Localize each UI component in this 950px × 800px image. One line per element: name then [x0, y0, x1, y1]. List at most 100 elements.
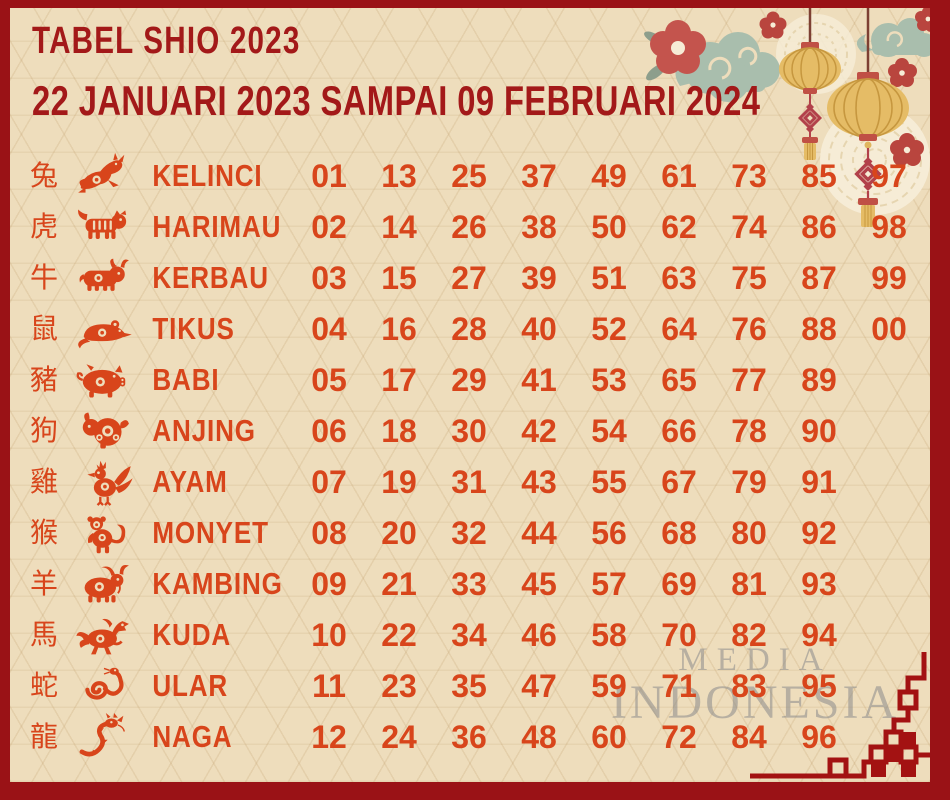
dog-icon — [64, 407, 144, 455]
zodiac-name-text: HARIMAU — [152, 209, 282, 244]
shio-number: 24 — [381, 718, 417, 755]
shio-number: 66 — [661, 412, 697, 449]
shio-number: 52 — [591, 310, 627, 347]
shio-table: 兔 KELINCI 01 13 25 37 49 61 73 85 97 虎 HARIMAU 02 14 26… — [10, 150, 930, 762]
shio-number: 61 — [661, 157, 697, 194]
shio-number: 13 — [381, 157, 417, 194]
shio-number: 00 — [871, 310, 907, 347]
shio-number: 68 — [661, 514, 697, 551]
shio-number: 06 — [311, 412, 347, 449]
zodiac-name-text: KUDA — [152, 617, 231, 652]
shio-number: 27 — [451, 259, 487, 296]
shio-number: 96 — [801, 718, 837, 755]
zodiac-hanzi: 雞 — [29, 464, 58, 498]
chinese-knot-icon — [854, 157, 882, 191]
small-flower-icon — [888, 58, 917, 87]
shio-number: 26 — [451, 208, 487, 245]
zodiac-name-text: MONYET — [152, 515, 269, 550]
shio-number: 79 — [731, 463, 767, 500]
shio-number: 30 — [451, 412, 487, 449]
shio-number: 75 — [731, 259, 767, 296]
table-row: 羊 KAMBING 09 21 33 45 57 69 81 93 — [10, 558, 930, 609]
shio-number: 53 — [591, 361, 627, 398]
zodiac-name: KAMBING — [144, 568, 294, 599]
shio-number: 94 — [801, 616, 837, 653]
zodiac-name: AYAM — [144, 466, 294, 497]
shio-number: 07 — [311, 463, 347, 500]
shio-number: 44 — [521, 514, 557, 551]
shio-number: 51 — [591, 259, 627, 296]
goat-icon — [64, 560, 144, 608]
shio-number: 92 — [801, 514, 837, 551]
shio-number: 82 — [731, 616, 767, 653]
zodiac-hanzi: 兔 — [29, 158, 58, 192]
shio-number: 57 — [591, 565, 627, 602]
shio-number: 16 — [381, 310, 417, 347]
shio-number: 89 — [801, 361, 837, 398]
shio-number: 08 — [311, 514, 347, 551]
media-indonesia-watermark: MEDIA INDONESIA — [595, 644, 915, 727]
shio-number: 31 — [451, 463, 487, 500]
page-title: TABEL SHIO 2023 — [32, 22, 376, 60]
table-row: 猴 MONYET 08 20 32 44 56 68 80 92 — [10, 507, 930, 558]
shio-number: 78 — [731, 412, 767, 449]
shio-number: 73 — [731, 157, 767, 194]
shio-number: 67 — [661, 463, 697, 500]
shio-number: 20 — [381, 514, 417, 551]
shio-number: 12 — [311, 718, 347, 755]
shio-number: 23 — [381, 667, 417, 704]
zodiac-name: KELINCI — [144, 160, 294, 191]
shio-number: 37 — [521, 157, 557, 194]
zodiac-hanzi: 鼠 — [29, 311, 58, 345]
horse-icon — [64, 611, 144, 659]
shio-number: 36 — [451, 718, 487, 755]
table-row: 虎 HARIMAU 02 14 26 38 50 62 74 86 98 — [10, 201, 930, 252]
shio-number: 04 — [311, 310, 347, 347]
shio-number: 34 — [451, 616, 487, 653]
shio-number: 14 — [381, 208, 417, 245]
shio-number: 76 — [731, 310, 767, 347]
table-row: 牛 KERBAU 03 15 27 39 51 63 75 87 99 — [10, 252, 930, 303]
zodiac-name: KUDA — [144, 619, 294, 650]
shio-number: 56 — [591, 514, 627, 551]
zodiac-name-text: NAGA — [152, 719, 233, 754]
zodiac-name: TIKUS — [144, 313, 294, 344]
shio-number: 55 — [591, 463, 627, 500]
table-row: 馬 KUDA 10 22 34 46 58 70 82 94 — [10, 609, 930, 660]
lantern-icon — [827, 72, 909, 227]
shio-number: 62 — [661, 208, 697, 245]
shio-number: 47 — [521, 667, 557, 704]
tiger-icon — [64, 203, 144, 251]
shio-number: 09 — [311, 565, 347, 602]
zodiac-name: NAGA — [144, 721, 294, 752]
shio-number: 46 — [521, 616, 557, 653]
zodiac-hanzi: 牛 — [29, 260, 58, 294]
table-row: 狗 ANJING 06 18 30 42 54 66 78 90 — [10, 405, 930, 456]
shio-number: 64 — [661, 310, 697, 347]
dragon-icon — [64, 712, 144, 761]
small-flower-icon — [759, 11, 787, 39]
shio-number: 49 — [591, 157, 627, 194]
shio-number: 72 — [661, 718, 697, 755]
shio-number: 50 — [591, 208, 627, 245]
shio-number: 17 — [381, 361, 417, 398]
shio-number: 54 — [591, 412, 627, 449]
zodiac-name: KERBAU — [144, 262, 294, 293]
shio-number: 81 — [731, 565, 767, 602]
shio-number: 80 — [731, 514, 767, 551]
lantern-icon — [779, 42, 841, 160]
shio-number: 69 — [661, 565, 697, 602]
zodiac-name-text: BABI — [152, 362, 220, 397]
shio-number: 63 — [661, 259, 697, 296]
table-row: 兔 KELINCI 01 13 25 37 49 61 73 85 97 — [10, 150, 930, 201]
shio-number: 41 — [521, 361, 557, 398]
shio-number: 95 — [801, 667, 837, 704]
shio-number: 43 — [521, 463, 557, 500]
date-range-text: 22 JANUARI 2023 SAMPAI 09 FEBRUARI 2024 — [32, 77, 761, 124]
watermark-line2: INDONESIA — [610, 676, 900, 729]
rabbit-icon — [64, 152, 144, 200]
zodiac-name-text: ULAR — [152, 668, 229, 703]
zodiac-hanzi: 虎 — [29, 209, 58, 243]
zodiac-name-text: KELINCI — [152, 158, 263, 193]
